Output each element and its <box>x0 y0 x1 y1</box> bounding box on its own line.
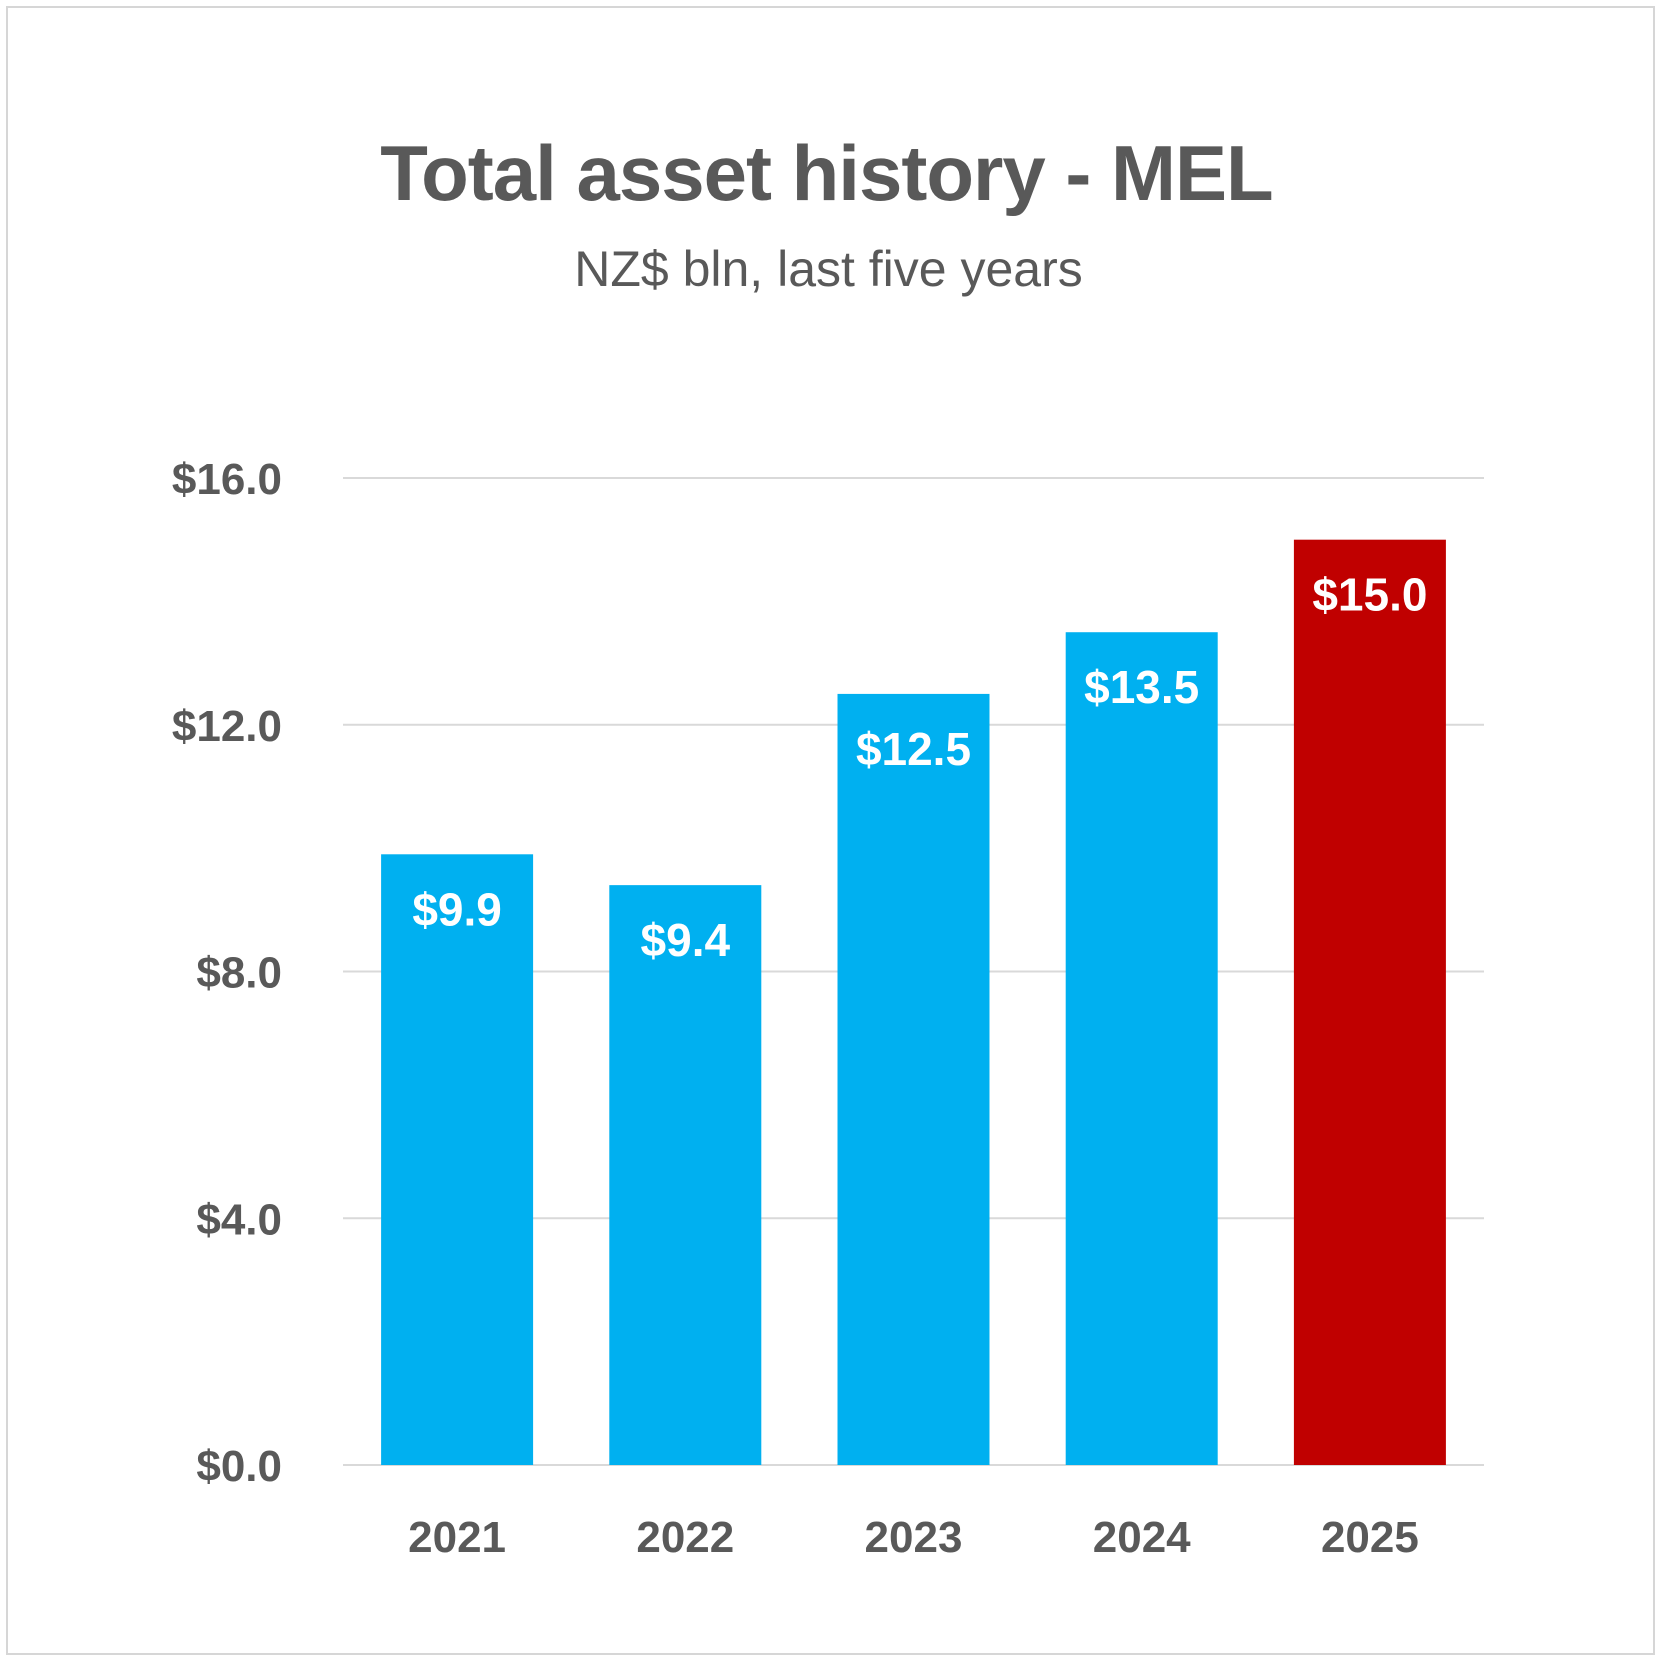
y-axis-tick-labels: $0.0 $4.0 $8.0 $12.0 $16.0 <box>172 455 282 1491</box>
data-label-2025: $15.0 <box>1312 569 1427 621</box>
x-axis-tick-labels: 2021 2022 2023 2024 2025 <box>408 1513 1419 1562</box>
data-labels: $9.9 $9.4 $12.5 $13.5 $15.0 <box>412 569 1427 966</box>
y-tick-label: $12.0 <box>172 702 282 751</box>
bars <box>381 539 1446 1465</box>
bar-2021 <box>381 854 534 1465</box>
data-label-2021: $9.9 <box>412 883 502 935</box>
data-label-2024: $13.5 <box>1084 661 1199 713</box>
bar-2025 <box>1293 539 1446 1465</box>
bar-2023 <box>837 693 990 1465</box>
y-tick-label: $4.0 <box>196 1195 282 1244</box>
data-label-2022: $9.4 <box>641 914 731 966</box>
x-tick-label-2025: 2025 <box>1321 1513 1419 1562</box>
data-label-2023: $12.5 <box>856 723 971 775</box>
x-tick-label-2023: 2023 <box>865 1513 963 1562</box>
y-tick-label: $8.0 <box>196 949 282 998</box>
x-tick-label-2022: 2022 <box>636 1513 734 1562</box>
x-tick-label-2024: 2024 <box>1093 1513 1191 1562</box>
bar-2022 <box>609 885 762 1465</box>
chart-title: Total asset history - MEL <box>380 129 1273 217</box>
y-tick-label: $16.0 <box>172 455 282 504</box>
chart-subtitle: NZ$ bln, last five years <box>574 241 1083 297</box>
x-tick-label-2021: 2021 <box>408 1513 506 1562</box>
y-tick-label: $0.0 <box>196 1442 282 1491</box>
bar-2024 <box>1065 632 1218 1465</box>
